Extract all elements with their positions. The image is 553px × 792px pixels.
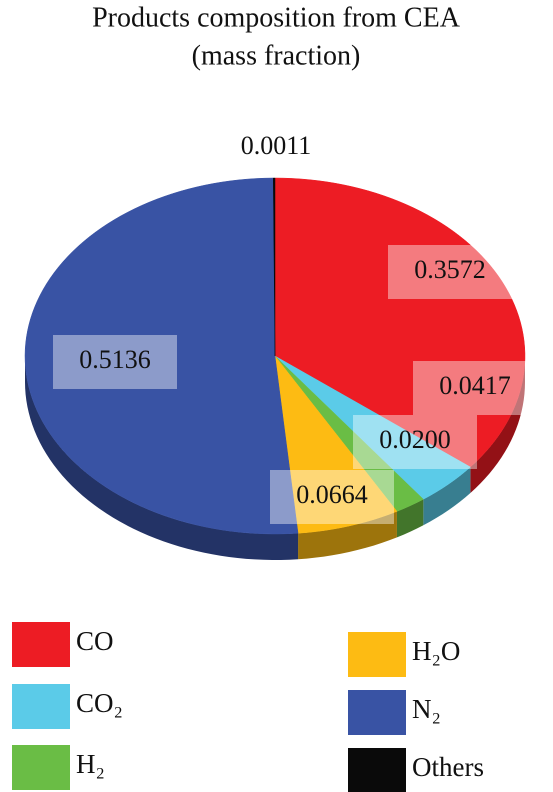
value-label: 0.5136	[79, 345, 151, 374]
slice-side	[470, 356, 525, 494]
value-label: 0.0011	[241, 131, 312, 160]
value-labels: 0.3572 0.0417 0.0200 0.0664 0.5136 0.0011	[53, 121, 537, 524]
slice	[274, 355, 471, 500]
value-label: 0.0664	[296, 480, 368, 509]
label-box	[388, 245, 512, 299]
legend-swatch	[348, 632, 406, 677]
label-box	[353, 415, 477, 469]
value-label: 0.3572	[414, 255, 486, 284]
label-box	[53, 335, 177, 389]
label-box	[214, 121, 338, 175]
legend-label: CO	[76, 626, 114, 656]
label-box	[270, 470, 394, 524]
legend-label: CO₂	[76, 688, 123, 718]
slice	[273, 177, 276, 357]
legend-label: Others	[412, 752, 484, 782]
legend: CO CO₂ H₂ H₂O N₂ Others	[12, 622, 484, 792]
legend-swatch	[12, 622, 70, 667]
legend-swatch	[12, 684, 70, 729]
legend-label: H₂O	[412, 636, 460, 666]
slice-side	[423, 467, 471, 526]
legend-swatch	[348, 748, 406, 792]
legend-swatch	[348, 690, 406, 735]
slice-side	[298, 511, 397, 560]
legend-label: H₂	[76, 749, 105, 779]
chart-subtitle: (mass fraction)	[192, 40, 361, 71]
slice	[274, 355, 398, 534]
value-label: 0.0200	[379, 425, 451, 454]
slice	[274, 177, 526, 468]
slice-side	[25, 356, 299, 560]
legend-label: N₂	[412, 694, 441, 724]
value-label: 0.0417	[439, 371, 511, 400]
chart-title: Products composition from CEA	[92, 2, 461, 33]
legend-swatch	[12, 745, 70, 790]
slice	[24, 177, 299, 535]
pie	[24, 177, 526, 560]
label-box	[413, 361, 537, 415]
